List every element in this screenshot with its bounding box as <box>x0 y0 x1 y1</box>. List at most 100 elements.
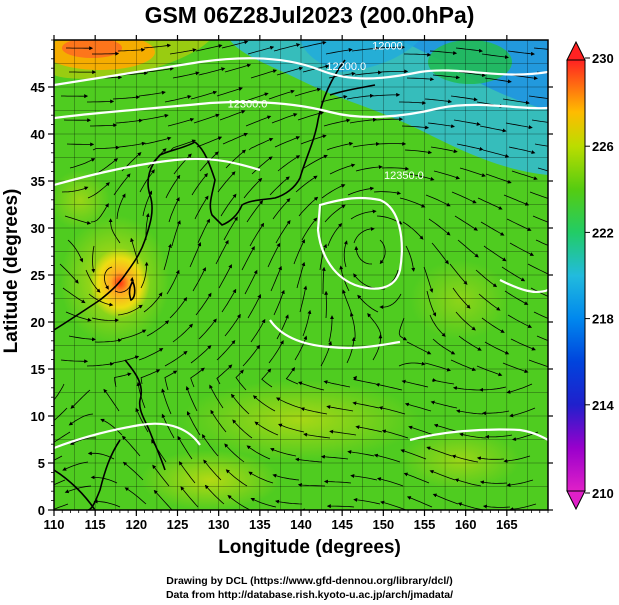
streamline-arrow <box>329 163 356 175</box>
streamline-arrow <box>367 313 382 337</box>
streamline-arrow <box>509 242 535 256</box>
streamline-arrow <box>426 446 453 457</box>
y-tick-label: 10 <box>31 409 45 424</box>
streamline-arrow <box>431 378 455 385</box>
streamline-arrow <box>299 285 308 313</box>
streamline-arrow <box>400 449 427 460</box>
streamline-arrow <box>272 198 291 220</box>
colorbar-ticks: 210 214 218 222 226 230 <box>585 51 614 501</box>
streamline-arrow <box>506 383 533 394</box>
streamline-arrow <box>65 311 92 322</box>
streamline-arrow <box>399 197 426 208</box>
streamlines <box>54 40 548 510</box>
streamline-arrow <box>90 123 118 128</box>
colorbar-tick-label: 226 <box>592 139 614 154</box>
streamline-arrow <box>399 100 427 105</box>
streamline-arrow <box>141 113 169 121</box>
y-tick-label: 45 <box>31 80 45 95</box>
streamline-arrow <box>194 195 209 220</box>
streamline-arrow <box>408 425 435 436</box>
streamline-arrow <box>482 149 510 158</box>
streamline-arrow <box>272 473 300 481</box>
streamline-arrow <box>327 222 343 247</box>
streamline-arrow <box>323 380 351 388</box>
streamline-arrow <box>301 217 318 241</box>
streamline-arrow <box>171 220 181 247</box>
streamline-arrow <box>303 432 331 439</box>
streamline-arrow <box>380 500 407 510</box>
streamline-arrow <box>61 186 89 193</box>
streamline-arrow <box>381 429 409 439</box>
streamline-arrow <box>406 77 435 82</box>
streamline-arrow <box>299 40 327 49</box>
streamline-arrow <box>144 136 172 145</box>
streamline-arrow <box>252 395 276 412</box>
streamline-arrow <box>293 239 305 265</box>
streamline-arrow <box>85 269 101 293</box>
streamline-arrow <box>196 136 223 148</box>
streamline-arrow <box>273 43 301 52</box>
streamline-arrow <box>405 245 416 272</box>
streamline-arrow <box>398 361 426 367</box>
contour-labels: 12300.0 12350.0 12200.0 12000 <box>228 40 424 182</box>
streamline-arrow <box>275 499 303 505</box>
streamline-arrow <box>351 46 380 52</box>
x-tick-label: 110 <box>44 517 65 532</box>
streamline-arrow <box>198 67 226 76</box>
colorbar-body <box>566 59 586 492</box>
streamline-arrow <box>354 245 373 265</box>
streamline-arrow <box>276 66 304 76</box>
streamline-arrow <box>142 190 153 217</box>
streamline-arrow <box>103 388 120 412</box>
streamline-arrow <box>454 478 482 487</box>
colorbar-bottom-triangle <box>566 490 586 511</box>
streamline-arrow <box>297 381 325 391</box>
streamline-arrow <box>275 219 291 244</box>
streamline-arrow <box>342 289 353 316</box>
streamline-arrow <box>372 92 401 97</box>
streamline-arrow <box>145 213 150 240</box>
streamline-arrow <box>407 173 435 181</box>
streamline-arrow <box>69 437 97 445</box>
y-tick-label: 30 <box>31 221 45 236</box>
streamline-arrow <box>326 504 355 509</box>
height-contours <box>54 57 548 450</box>
streamline-arrow <box>536 335 548 342</box>
streamline-arrow <box>172 323 193 343</box>
streamline-arrow <box>143 292 163 313</box>
streamline-arrow <box>452 386 480 391</box>
streamline-arrow <box>450 359 477 371</box>
streamline-arrow <box>429 469 456 481</box>
streamline-arrow <box>197 218 210 244</box>
streamline-arrow <box>372 334 383 361</box>
streamline-arrow <box>250 318 266 343</box>
streamline-arrow <box>377 45 406 50</box>
streamline-arrow <box>112 355 140 364</box>
x-tick-label: 150 <box>372 517 394 532</box>
streamline-arrow <box>167 117 195 127</box>
streamline-arrow <box>501 266 526 282</box>
streamline-arrow <box>350 474 378 481</box>
streamline-arrow <box>136 381 146 409</box>
streamline-arrow <box>285 367 299 385</box>
streamline-arrow <box>169 296 188 319</box>
streamline-arrow <box>432 74 461 80</box>
streamline-arrow <box>195 44 223 52</box>
streamline-arrow <box>87 182 110 199</box>
streamline-arrow <box>117 47 146 52</box>
streamline-arrow <box>320 94 348 103</box>
streamline-arrow <box>221 40 249 49</box>
streamline-arrow <box>192 267 206 292</box>
streamline-arrow <box>432 338 456 355</box>
streamline-arrow <box>432 493 459 505</box>
streamline-arrow <box>537 167 548 172</box>
streamline-arrow <box>321 266 326 294</box>
streamline-arrow <box>294 87 322 97</box>
y-tick-label: 0 <box>38 503 45 518</box>
y-tick-label: 20 <box>31 315 45 330</box>
streamline-arrow <box>204 484 225 505</box>
streamline-arrow <box>243 177 263 199</box>
streamline-arrow <box>100 418 123 436</box>
streamline-arrow <box>122 461 144 481</box>
